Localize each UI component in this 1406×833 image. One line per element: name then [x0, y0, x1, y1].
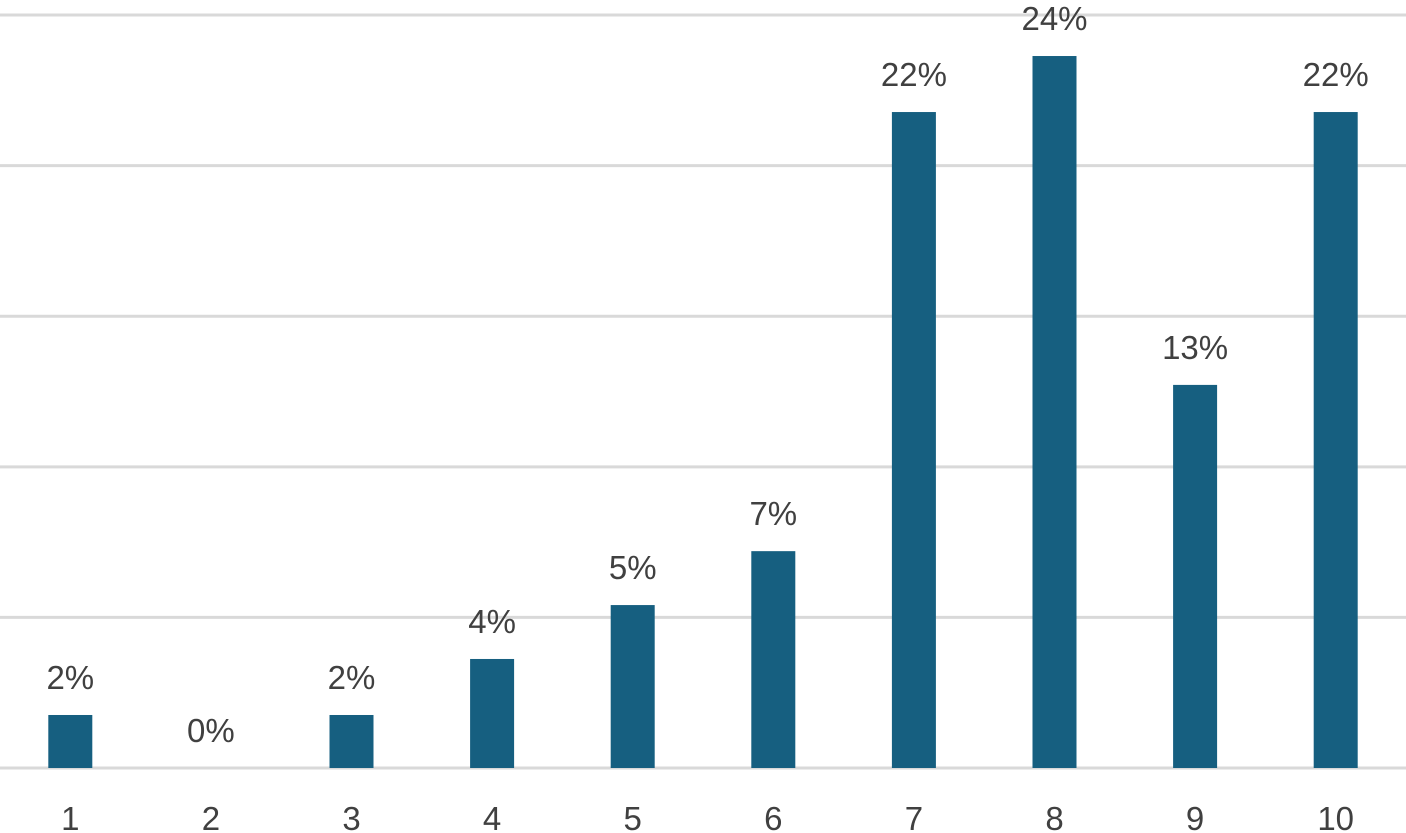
value-label: 2%: [328, 659, 376, 696]
x-tick-label: 10: [1317, 800, 1354, 833]
bar: [470, 658, 515, 768]
bar: [1173, 384, 1218, 768]
value-label: 0%: [187, 712, 235, 749]
value-label: 24%: [1021, 0, 1087, 37]
x-tick-label: 2: [202, 800, 220, 833]
bar: [1032, 56, 1077, 769]
value-label: 22%: [1303, 56, 1369, 93]
x-tick-label: 7: [905, 800, 923, 833]
x-tick-label: 3: [342, 800, 360, 833]
value-label: 5%: [609, 549, 657, 586]
bar: [751, 551, 796, 768]
x-tick-label: 8: [1045, 800, 1063, 833]
x-tick-label: 9: [1186, 800, 1204, 833]
value-label: 7%: [749, 495, 797, 532]
x-tick-label: 1: [61, 800, 79, 833]
bar: [891, 112, 936, 768]
x-tick-label: 4: [483, 800, 501, 833]
x-tick-label: 5: [624, 800, 642, 833]
value-label: 2%: [46, 659, 94, 696]
bar: [1313, 112, 1358, 768]
value-label: 4%: [468, 603, 516, 640]
value-label: 22%: [881, 56, 947, 93]
value-label: 13%: [1162, 329, 1228, 366]
bar: [610, 605, 655, 768]
bar: [329, 714, 374, 768]
x-tick-label: 6: [764, 800, 782, 833]
bar: [48, 714, 93, 768]
